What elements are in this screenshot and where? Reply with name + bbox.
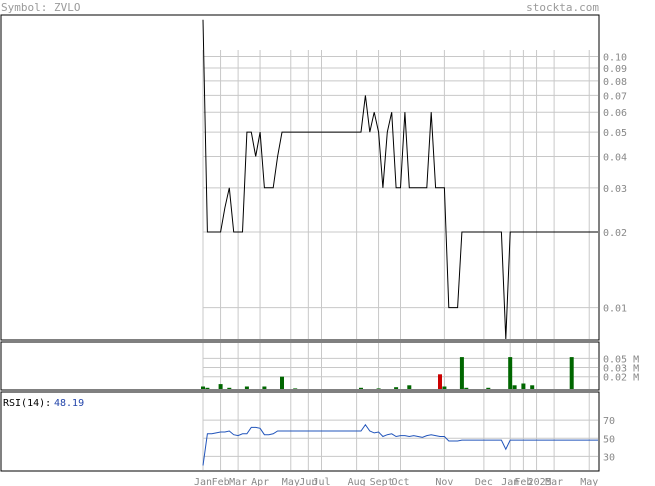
site-label[interactable]: stockta.com bbox=[526, 1, 599, 14]
volume-tick-label: 0.05 M bbox=[603, 354, 639, 365]
volume-bar bbox=[227, 387, 232, 389]
month-tick-label: May bbox=[282, 477, 300, 486]
rsi-last-value: 48.19 bbox=[54, 398, 84, 409]
price-tick-label: 0.09 bbox=[603, 64, 627, 75]
month-tick-label: Aug bbox=[348, 477, 366, 486]
month-tick-label: Mar bbox=[229, 477, 247, 486]
price-series bbox=[202, 19, 598, 340]
month-tick-label: Nov bbox=[435, 477, 453, 486]
volume-bar bbox=[218, 384, 223, 389]
price-tick-label: 0.10 bbox=[603, 53, 627, 64]
volume-bar bbox=[201, 386, 205, 389]
price-panel-frame bbox=[0, 14, 600, 341]
rsi-line bbox=[202, 423, 598, 466]
symbol-label: Symbol: ZVLO bbox=[1, 1, 80, 14]
price-tick-label: 0.02 bbox=[603, 228, 627, 239]
volume-bar bbox=[280, 376, 284, 389]
month-tick-label: Jan bbox=[501, 477, 519, 486]
price-tick-label: 0.01 bbox=[603, 304, 627, 315]
volume-bar bbox=[459, 357, 464, 389]
month-tick-label: Sept bbox=[370, 477, 394, 486]
volume-bar bbox=[486, 387, 491, 389]
price-tick-label: 0.07 bbox=[603, 91, 627, 102]
rsi-tick-label: 50 bbox=[603, 434, 615, 445]
volume-bar bbox=[464, 387, 469, 389]
volume-bar bbox=[438, 374, 442, 389]
month-tick-label: Dec bbox=[475, 477, 493, 486]
price-tick-label: 0.08 bbox=[603, 77, 627, 88]
price-axis: 0.100.09 0.08 0.07 0.06 0.05 0.04 0.03 0.02 0.01 bbox=[603, 53, 627, 315]
volume-panel-frame bbox=[0, 341, 600, 391]
volume-bar bbox=[376, 388, 381, 389]
volume-bar bbox=[569, 357, 574, 389]
month-tick-label: 2025 bbox=[528, 477, 552, 486]
month-tick-label: Apr bbox=[251, 477, 269, 486]
month-tick-label: May bbox=[580, 477, 598, 486]
month-tick-label: Mar bbox=[545, 477, 563, 486]
price-line bbox=[202, 19, 598, 340]
month-tick-label: Jul bbox=[313, 477, 331, 486]
month-tick-label: Feb bbox=[514, 477, 532, 486]
rsi-panel-frame bbox=[0, 391, 600, 472]
volume-bar bbox=[394, 387, 399, 389]
rsi-axis: 70 50 30 bbox=[603, 416, 615, 463]
volume-bar bbox=[512, 385, 517, 389]
rsi-title: RSI(14): bbox=[3, 398, 51, 409]
volume-bar bbox=[530, 385, 535, 389]
price-tick-label: 0.03 bbox=[603, 184, 627, 195]
month-tick-label: Oct bbox=[392, 477, 410, 486]
volume-bar bbox=[205, 387, 210, 389]
rsi-series bbox=[202, 423, 598, 466]
volume-bar bbox=[442, 386, 447, 389]
rsi-tick-label: 30 bbox=[603, 452, 615, 463]
month-tick-label: Feb bbox=[212, 477, 230, 486]
volume-bar bbox=[508, 357, 513, 389]
volume-bar bbox=[244, 386, 249, 389]
volume-tick-label: 0.03 M bbox=[603, 364, 639, 375]
rsi-tick-label: 70 bbox=[603, 416, 615, 427]
volume-series bbox=[201, 357, 574, 389]
volume-bar bbox=[407, 385, 412, 389]
month-tick-label: Jun bbox=[299, 477, 317, 486]
month-tick-label: Jan bbox=[194, 477, 212, 486]
volume-bar bbox=[359, 387, 363, 389]
price-tick-label: 0.05 bbox=[603, 128, 627, 139]
volume-axis: 0.05 M0.03 M0.02 M bbox=[603, 354, 639, 383]
price-tick-label: 0.04 bbox=[603, 152, 627, 163]
volume-bar bbox=[262, 386, 267, 389]
volume-tick-label: 0.02 M bbox=[603, 373, 639, 384]
grid-lines bbox=[202, 50, 598, 470]
price-tick-label: 0.06 bbox=[603, 108, 627, 119]
volume-bar bbox=[521, 383, 526, 389]
volume-bar bbox=[293, 388, 298, 389]
